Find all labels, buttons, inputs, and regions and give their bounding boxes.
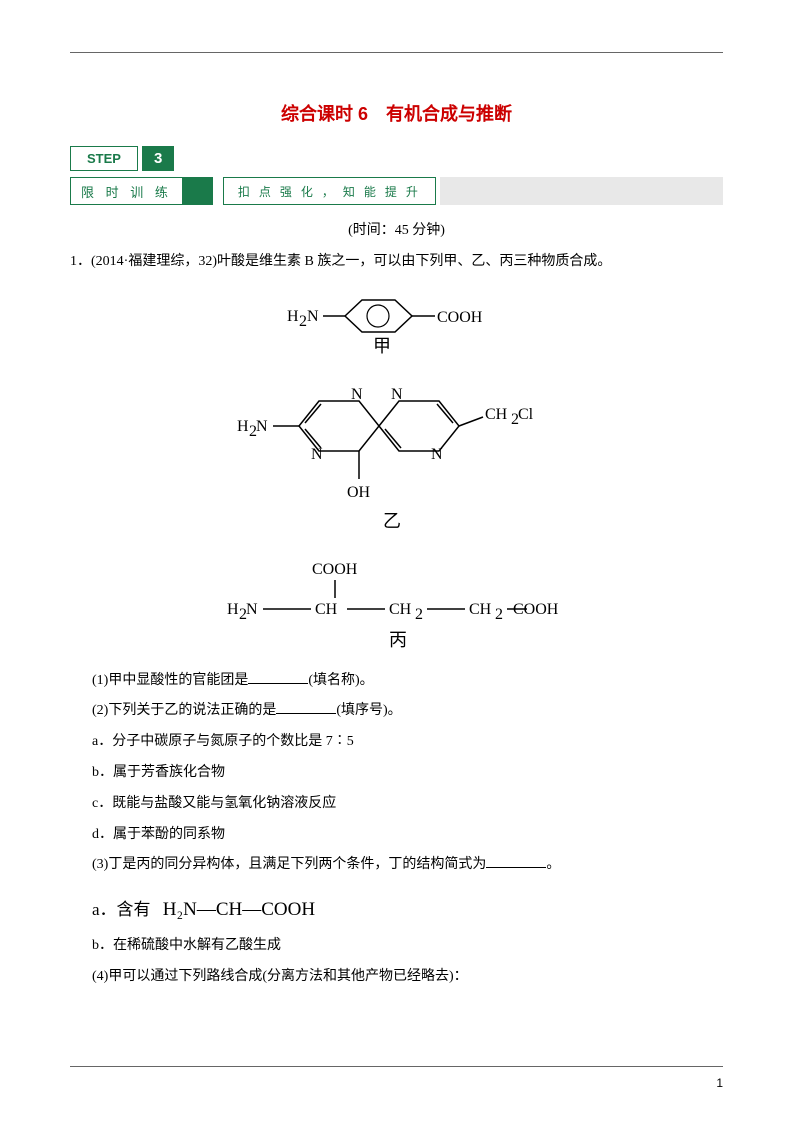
- q1-sub4: (4)甲可以通过下列路线合成(分离方法和其他产物已经略去)：: [92, 962, 723, 993]
- training-gray-bar: [440, 177, 723, 205]
- step-row: STEP 3: [70, 146, 723, 171]
- svg-text:N: N: [391, 386, 403, 403]
- svg-text:乙: 乙: [383, 511, 401, 531]
- q1-cond-b: b．在稀硫酸中水解有乙酸生成: [92, 931, 723, 962]
- q1-sub2: (2)下列关于乙的说法正确的是 (填序号)。: [92, 696, 723, 727]
- training-label: 限 时 训 练: [70, 177, 183, 205]
- step-number: 3: [142, 146, 174, 171]
- svg-text:2: 2: [495, 606, 503, 623]
- svg-text:COOH: COOH: [513, 601, 559, 618]
- q1-opt-c: c．既能与盐酸又能与氢氧化钠溶液反应: [92, 789, 723, 820]
- svg-text:N: N: [307, 308, 319, 325]
- footer-rule: [70, 1066, 723, 1067]
- svg-text:N: N: [351, 386, 363, 403]
- svg-text:OH: OH: [347, 484, 371, 501]
- training-green-block: [183, 177, 213, 205]
- svg-text:丙: 丙: [389, 630, 407, 650]
- q1-opt-d: d．属于苯酚的同系物: [92, 820, 723, 851]
- svg-text:CH: CH: [469, 601, 492, 618]
- blank-3: [486, 854, 546, 868]
- svg-text:N: N: [431, 446, 443, 463]
- svg-text:H: H: [227, 601, 239, 618]
- q1-cond-a: a．含有 H₂N—CH—COOH: [92, 895, 723, 921]
- svg-text:Cl: Cl: [518, 406, 534, 423]
- blank-1: [248, 670, 308, 684]
- top-rule: [70, 52, 723, 53]
- blank-2: [276, 700, 336, 714]
- step-label: STEP: [70, 146, 138, 171]
- training-row: 限 时 训 练 扣 点 强 化 ， 知 能 提 升: [70, 177, 723, 205]
- q1-sub3: (3)丁是丙的同分异构体，且满足下列两个条件，丁的结构简式为 。: [92, 850, 723, 881]
- q1-s1-tail: (填名称)。: [308, 673, 373, 688]
- svg-text:H: H: [287, 308, 299, 325]
- q1-s3-text: (3)丁是丙的同分异构体，且满足下列两个条件，丁的结构简式为: [92, 857, 486, 872]
- q1-fa-chem: H₂N—CH—COOH: [163, 899, 315, 920]
- q1-stem: 1．(2014·福建理综，32)叶酸是维生素 B 族之一，可以由下列甲、乙、丙三…: [70, 249, 723, 276]
- svg-text:N: N: [256, 418, 268, 435]
- svg-text:CH: CH: [485, 406, 508, 423]
- svg-text:COOH: COOH: [312, 561, 358, 578]
- q1-opt-a: a．分子中碳原子与氮原子的个数比是 7∶5: [92, 727, 723, 758]
- svg-text:CH: CH: [389, 601, 412, 618]
- svg-text:2: 2: [299, 313, 307, 330]
- q1-sub1: (1)甲中显酸性的官能团是 (填名称)。: [92, 666, 723, 697]
- structure-bing: COOH H 2 N CH CH 2 CH 2 COOH 丙: [70, 556, 723, 656]
- page-number: 1: [716, 1076, 723, 1090]
- svg-text:2: 2: [415, 606, 423, 623]
- q1-opt-b: b．属于芳香族化合物: [92, 758, 723, 789]
- svg-text:H: H: [237, 418, 249, 435]
- structure-jia: H 2 N COOH 甲: [70, 286, 723, 361]
- structure-yi: H 2 N N N N N CH 2 Cl OH 乙: [70, 371, 723, 546]
- svg-text:N: N: [246, 601, 258, 618]
- svg-text:CH: CH: [315, 601, 338, 618]
- q1-s1-text: (1)甲中显酸性的官能团是: [92, 673, 248, 688]
- svg-text:N: N: [311, 446, 323, 463]
- svg-text:甲: 甲: [373, 336, 391, 356]
- q1-s2-tail: (填序号)。: [336, 703, 401, 718]
- training-desc: 扣 点 强 化 ， 知 能 提 升: [223, 177, 436, 205]
- q1-s2-text: (2)下列关于乙的说法正确的是: [92, 703, 276, 718]
- svg-text:COOH: COOH: [437, 309, 483, 326]
- time-note: (时间：45 分钟): [70, 219, 723, 239]
- q1-s3-tail: 。: [546, 857, 560, 872]
- lesson-title: 综合课时 6 有机合成与推断: [70, 100, 723, 126]
- q1-fa-prefix: a．含有: [92, 900, 151, 919]
